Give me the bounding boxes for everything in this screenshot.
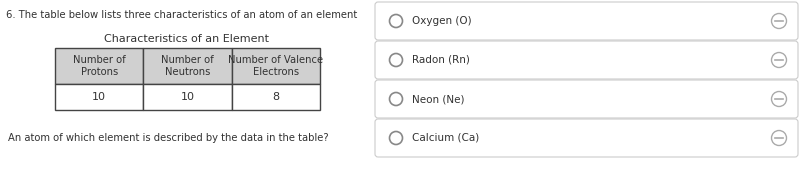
Text: 10: 10 — [92, 92, 106, 102]
Bar — [232, 84, 320, 110]
Text: Calcium (Ca): Calcium (Ca) — [412, 133, 479, 143]
FancyBboxPatch shape — [375, 2, 798, 40]
Text: Number of
Protons: Number of Protons — [73, 55, 126, 77]
Text: 6. The table below lists three characteristics of an atom of an element: 6. The table below lists three character… — [6, 10, 358, 20]
Bar — [232, 48, 320, 84]
Text: 10: 10 — [181, 92, 194, 102]
FancyBboxPatch shape — [375, 41, 798, 79]
Text: An atom of which element is described by the data in the table?: An atom of which element is described by… — [8, 133, 329, 143]
Bar — [143, 48, 232, 84]
Text: Number of Valence
Electrons: Number of Valence Electrons — [228, 55, 323, 77]
FancyBboxPatch shape — [375, 80, 798, 118]
Text: 8: 8 — [272, 92, 279, 102]
Text: Oxygen (O): Oxygen (O) — [412, 16, 472, 26]
Bar — [143, 84, 232, 110]
Bar — [55, 48, 143, 84]
Text: Neon (Ne): Neon (Ne) — [412, 94, 465, 104]
FancyBboxPatch shape — [375, 119, 798, 157]
Bar — [55, 84, 143, 110]
Text: Characteristics of an Element: Characteristics of an Element — [105, 34, 270, 44]
Text: Number of
Neutrons: Number of Neutrons — [161, 55, 214, 77]
Text: Radon (Rn): Radon (Rn) — [412, 55, 470, 65]
